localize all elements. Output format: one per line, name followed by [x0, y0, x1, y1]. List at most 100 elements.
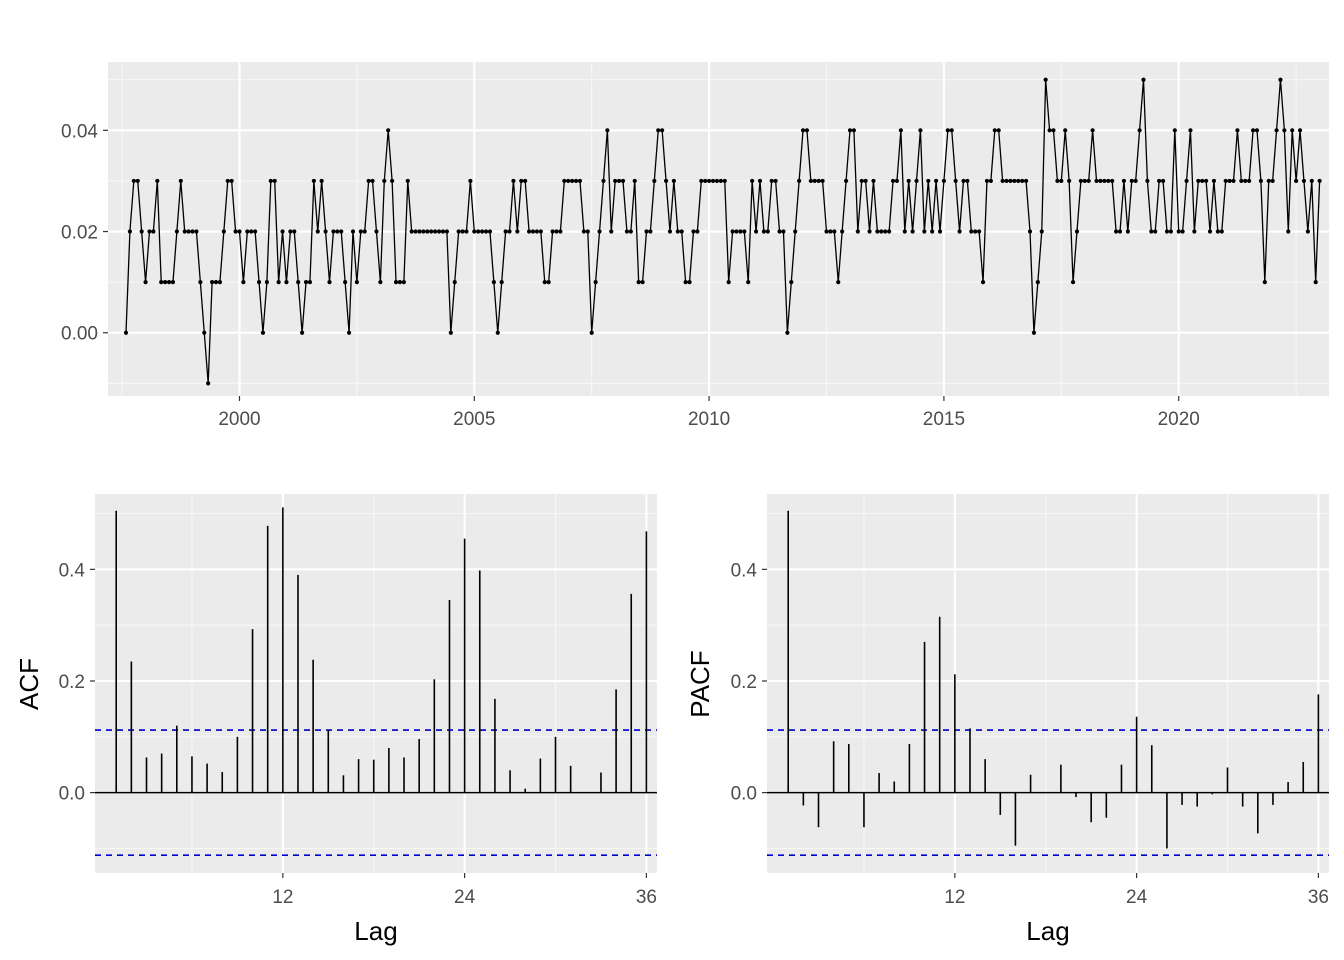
series-point — [315, 229, 320, 234]
series-point — [139, 229, 144, 234]
series-point — [221, 229, 226, 234]
series-point — [421, 229, 426, 234]
series-point — [472, 229, 477, 234]
series-point — [949, 128, 954, 133]
series-point — [1020, 178, 1025, 184]
series-point — [1258, 178, 1263, 184]
series-point — [1157, 178, 1162, 184]
series-x-tick-label: 2020 — [1158, 409, 1200, 430]
acf-y-tick-label: 0.0 — [59, 784, 85, 805]
series-point — [503, 229, 508, 234]
series-point — [1282, 128, 1287, 133]
series-point — [660, 128, 665, 133]
series-point — [401, 280, 406, 285]
series-point — [930, 229, 935, 234]
series-point — [738, 229, 743, 234]
series-point — [945, 128, 950, 133]
series-point — [198, 280, 203, 285]
series-point — [550, 229, 555, 234]
series-point — [703, 178, 708, 184]
series-point — [644, 229, 649, 234]
series-point — [1223, 178, 1228, 184]
pacf-x-tick-label: 12 — [944, 887, 965, 908]
series-point — [554, 229, 559, 234]
series-point — [632, 178, 637, 184]
series-point — [131, 178, 136, 184]
series-point — [213, 280, 219, 285]
series-point — [127, 229, 133, 234]
series-point — [992, 128, 997, 133]
acf-y-tick-label: 0.4 — [59, 560, 86, 581]
pacf-axes: 12 24 36 0.0 0.2 0.4 — [731, 560, 1329, 908]
series-point — [256, 280, 262, 285]
series-point — [965, 178, 970, 184]
series-point — [511, 178, 516, 184]
series-point — [1204, 178, 1209, 184]
series-point — [871, 178, 876, 184]
series-point — [933, 178, 939, 184]
series-grid — [108, 62, 1329, 396]
series-point — [573, 178, 579, 184]
series-point — [159, 280, 164, 285]
series-point — [346, 330, 352, 335]
series-point — [276, 280, 281, 285]
series-point — [523, 178, 528, 184]
series-point — [879, 229, 884, 234]
series-point — [914, 178, 919, 184]
series-point — [362, 229, 367, 234]
series-point — [734, 229, 739, 234]
series-point — [867, 229, 872, 234]
series-point — [832, 229, 837, 234]
series-point — [789, 280, 794, 285]
series-point — [386, 128, 391, 133]
series-point — [973, 229, 978, 234]
series-point — [628, 229, 633, 234]
series-point — [1290, 128, 1295, 133]
series-point — [1055, 178, 1060, 184]
series-point — [390, 178, 395, 184]
series-point — [984, 178, 990, 184]
series-point — [319, 178, 324, 184]
series-point — [707, 178, 712, 184]
series-point — [1168, 229, 1173, 234]
series-point — [1078, 178, 1083, 184]
series-point — [1266, 178, 1271, 184]
series-point — [202, 330, 207, 335]
acf-y-axis-title: ACF — [14, 658, 44, 710]
series-point — [957, 229, 962, 234]
series-point — [405, 178, 410, 184]
series-point — [444, 229, 449, 234]
series-point — [1067, 178, 1072, 184]
series-point — [562, 178, 567, 184]
series-point — [812, 178, 817, 184]
pacf-marks — [767, 510, 1329, 856]
series-point — [695, 229, 700, 234]
series-point — [210, 280, 215, 285]
series-point — [617, 178, 622, 184]
series-point — [1106, 178, 1111, 184]
series-point — [714, 178, 720, 184]
series-point — [237, 229, 242, 234]
series-point — [480, 229, 485, 234]
series-x-tick-label: 2000 — [218, 409, 260, 430]
series-point — [260, 330, 266, 335]
series-point — [1133, 178, 1138, 184]
acf-x-axis-title: Lag — [354, 916, 397, 946]
series-point — [922, 229, 927, 234]
series-point — [374, 229, 379, 234]
series-point — [546, 280, 551, 285]
series-point — [988, 178, 993, 184]
series-point — [499, 280, 504, 285]
series-point — [577, 178, 583, 184]
series-point — [636, 280, 641, 285]
series-point — [1313, 280, 1318, 285]
series-x-tick-label: 2015 — [923, 409, 965, 430]
series-point — [487, 229, 493, 234]
series-point — [1027, 229, 1033, 234]
series-point — [753, 229, 759, 234]
series-point — [1110, 178, 1115, 184]
series-point — [151, 229, 156, 234]
series-point — [526, 229, 532, 234]
series-point — [777, 229, 782, 234]
